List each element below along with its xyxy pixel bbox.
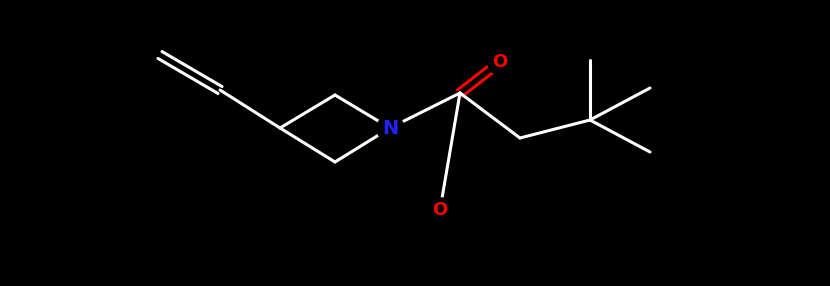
Text: O: O xyxy=(492,53,508,71)
Text: O: O xyxy=(432,201,447,219)
Text: N: N xyxy=(382,118,398,138)
